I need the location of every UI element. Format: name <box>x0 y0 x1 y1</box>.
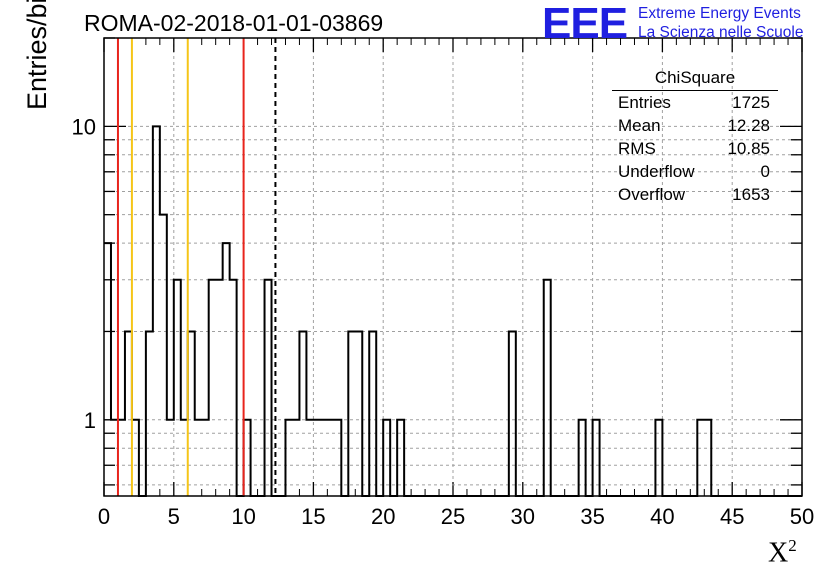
logo-mark: EEE <box>542 0 628 48</box>
chart-title: ROMA-02-2018-01-01-03869 <box>84 10 384 36</box>
x-tick-label: 30 <box>511 504 535 529</box>
y-tick-label: 10 <box>72 114 96 139</box>
x-tick-label: 40 <box>650 504 674 529</box>
x-axis-label: X2 <box>768 536 797 569</box>
stats-row-overflow: Overflow 1653 <box>612 185 778 208</box>
x-tick-label: 15 <box>301 504 325 529</box>
stats-label: RMS <box>618 139 656 158</box>
stats-row-mean: Mean 12.28 <box>612 116 778 139</box>
x-tick-label: 45 <box>720 504 744 529</box>
stats-value: 1653 <box>732 185 770 204</box>
stats-value: 12.28 <box>727 116 770 135</box>
stats-value: 1725 <box>732 93 770 112</box>
stats-value: 0 <box>760 162 770 181</box>
x-tick-label: 20 <box>371 504 395 529</box>
stats-label: Overflow <box>618 185 686 204</box>
x-tick-label: 10 <box>231 504 255 529</box>
x-tick-label: 5 <box>168 504 180 529</box>
stats-label: Entries <box>618 93 671 112</box>
logo-line-2: La Scienza nelle Scuole <box>638 24 804 41</box>
x-axis-label-base: X <box>768 537 789 569</box>
stats-label: Underflow <box>618 162 695 181</box>
stats-row-entries: Entries 1725 <box>612 93 778 116</box>
stats-title: ChiSquare <box>612 68 778 91</box>
x-tick-label: 35 <box>580 504 604 529</box>
stats-label: Mean <box>618 116 661 135</box>
stats-row-underflow: Underflow 0 <box>612 162 778 185</box>
eee-logo: EEE Extreme Energy Events La Scienza nel… <box>542 0 832 48</box>
stats-value: 10.85 <box>727 139 770 158</box>
x-tick-label: 50 <box>790 504 814 529</box>
plot-frame <box>103 37 803 497</box>
y-tick-label: 1 <box>84 408 96 433</box>
logo-line-1: Extreme Energy Events <box>638 5 801 22</box>
x-tick-label: 25 <box>441 504 465 529</box>
stats-box: ChiSquare Entries 1725 Mean 12.28 RMS 10.85… <box>612 68 778 208</box>
x-axis-label-exponent: 2 <box>788 536 797 555</box>
x-tick-label: 0 <box>98 504 110 529</box>
stats-row-rms: RMS 10.85 <box>612 139 778 162</box>
y-axis-label: Entries/bin <box>22 0 52 110</box>
